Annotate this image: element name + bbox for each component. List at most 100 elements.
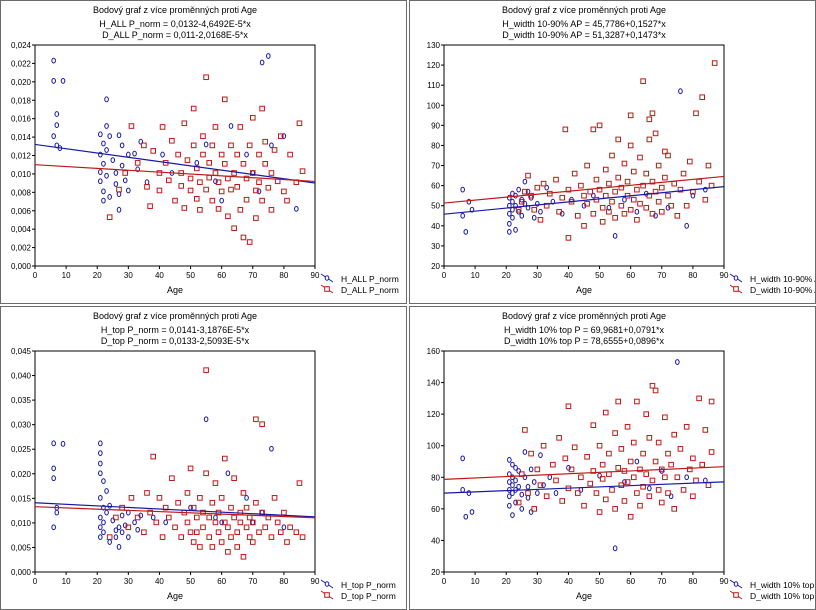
h-all-p-norm-point — [51, 57, 56, 64]
d-width-10-90-ap-point — [652, 130, 659, 137]
d-width-10-top-p-point — [624, 423, 631, 430]
h-width-10-90-ap-point — [507, 210, 512, 217]
d-width-10-top-p-point — [593, 490, 600, 496]
d-all-p-norm-fit-line — [35, 164, 315, 183]
d-width-10-90-ap-point — [565, 186, 572, 193]
d-width-10-90-ap-point — [593, 176, 600, 183]
d-all-p-norm-point — [237, 124, 244, 130]
d-width-10-top-p-point — [674, 474, 681, 481]
h-all-p-norm-point — [104, 123, 109, 129]
chart-title: Bodový graf z více proměnných proti Age — [93, 5, 257, 15]
d-all-p-norm-point — [249, 114, 256, 121]
d-width-10-90-ap-point — [522, 188, 528, 195]
h-width-10-90-ap-point — [466, 198, 472, 205]
h-width-10-top-p-point — [553, 490, 559, 496]
d-width-10-90-ap-point — [683, 202, 690, 209]
x-tick-label: 40 — [564, 577, 573, 586]
d-width-10-90-ap-point — [665, 152, 671, 159]
d-width-10-top-p-point — [618, 482, 625, 488]
d-width-10-top-p-point — [590, 422, 597, 428]
d-width-10-top-p-point — [708, 449, 715, 455]
regression-equation: D_width 10% top P = 78,6555+0,0896*x — [504, 336, 664, 346]
d-all-p-norm-point — [193, 165, 200, 172]
x-tick-label: 0 — [33, 577, 38, 586]
x-tick-label: 30 — [124, 271, 133, 280]
y-tick-label: 0,005 — [11, 543, 32, 552]
d-width-10-top-p-point — [537, 482, 544, 488]
d-width-10-top-p-point — [571, 444, 578, 451]
d-top-p-norm-point — [259, 421, 265, 427]
y-tick-label: 0,025 — [11, 445, 32, 454]
h-width-10-top-p-point — [463, 513, 469, 520]
regression-equation: H_ALL P_norm = 0,0132-4,6492E-5*x — [99, 19, 251, 29]
d-all-p-norm-point — [134, 160, 141, 166]
d-width-10-90-ap-point — [609, 152, 615, 159]
h-all-p-norm-point — [116, 132, 122, 139]
d-top-p-norm-point — [296, 480, 303, 486]
x-tick-label: 50 — [186, 577, 195, 586]
d-width-10-top-p-point — [665, 490, 671, 496]
h-width-10-top-p-point — [513, 464, 518, 471]
h-width-10-top-p-point — [647, 485, 652, 492]
d-width-10-90-ap-point — [649, 178, 656, 185]
d-width-10-90-ap-point — [711, 60, 718, 66]
h-width-10-top-p-point — [510, 461, 515, 468]
d-width-10-top-p-point — [634, 398, 640, 405]
d-width-10-top-p-point — [612, 430, 618, 436]
x-tick-label: 90 — [311, 577, 320, 586]
d-width-10-90-ap-point — [596, 122, 603, 129]
plot-area — [443, 350, 725, 573]
d-top-p-norm-point — [134, 514, 141, 521]
h-width-10-top-p-point — [528, 509, 534, 515]
d-top-p-norm-point — [203, 367, 209, 373]
d-width-10-top-p-point — [671, 506, 678, 512]
h-top-p-norm-point — [101, 478, 106, 485]
d-top-p-norm-point — [184, 519, 191, 526]
regression-equation: D_width 10-90% AP = 51,3287+0,1473*x — [502, 30, 666, 40]
chart-title: Bodový graf z více proměnných proti Age — [502, 5, 666, 15]
h-top-p-norm-point — [135, 526, 140, 533]
d-width-10-top-p-point — [690, 493, 696, 500]
d-width-10-top-p-point — [649, 382, 656, 389]
d-width-10-top-p-point — [662, 414, 668, 421]
d-width-10-90-ap-point — [680, 170, 687, 177]
d-width-10-90-ap-point — [606, 208, 612, 215]
x-tick-label: 0 — [442, 577, 447, 586]
regression-equation: H_width 10% top P = 69,9681+0,0791*x — [504, 325, 664, 335]
y-tick-label: 0,014 — [11, 133, 32, 142]
d-width-10-top-p-point — [599, 476, 606, 482]
h-all-p-norm-point — [126, 187, 131, 194]
d-width-10-90-ap-point — [571, 170, 578, 177]
d-width-10-90-ap-point — [525, 172, 531, 179]
d-all-p-norm-point — [169, 137, 175, 144]
h-all-p-norm-point — [107, 133, 112, 140]
h-width-10-90-ap-point — [634, 208, 640, 215]
y-tick-label: 0,015 — [11, 494, 32, 503]
h-all-p-norm-point — [98, 151, 103, 158]
regression-equation: D_top P_norm = 0,0133-2,5093E-5*x — [101, 336, 250, 346]
x-axis-label: Age — [167, 591, 183, 601]
d-top-p-norm-point — [299, 534, 306, 540]
d-all-p-norm-point — [296, 120, 303, 127]
legend-item: H_ALL P_norm — [320, 273, 399, 284]
d-all-p-norm-point — [218, 188, 225, 195]
d-all-p-norm-point — [234, 184, 241, 190]
d-top-p-norm-point — [169, 475, 175, 481]
d-width-10-top-p-point — [609, 487, 615, 493]
h-width-10-top-p-point — [541, 482, 546, 489]
h-all-p-norm-point — [294, 206, 299, 212]
legend-item: D_top P_norm — [320, 590, 396, 601]
h-width-10-top-p-point — [535, 490, 540, 496]
d-width-10-90-ap-point — [612, 214, 618, 221]
y-tick-label: 0,022 — [11, 59, 32, 68]
h-top-p-norm-point — [101, 529, 106, 536]
legend-label: H_width 10% top P — [750, 580, 816, 590]
h-all-p-norm-point — [98, 131, 103, 138]
d-top-p-norm-point — [159, 534, 166, 540]
d-top-p-norm-point — [162, 504, 169, 511]
x-tick-label: 20 — [93, 271, 102, 280]
d-width-10-90-ap-point — [578, 182, 584, 189]
d-width-10-90-ap-point — [677, 186, 684, 193]
d-all-p-norm-point — [249, 170, 256, 176]
d-width-10-top-p-point — [708, 398, 715, 405]
